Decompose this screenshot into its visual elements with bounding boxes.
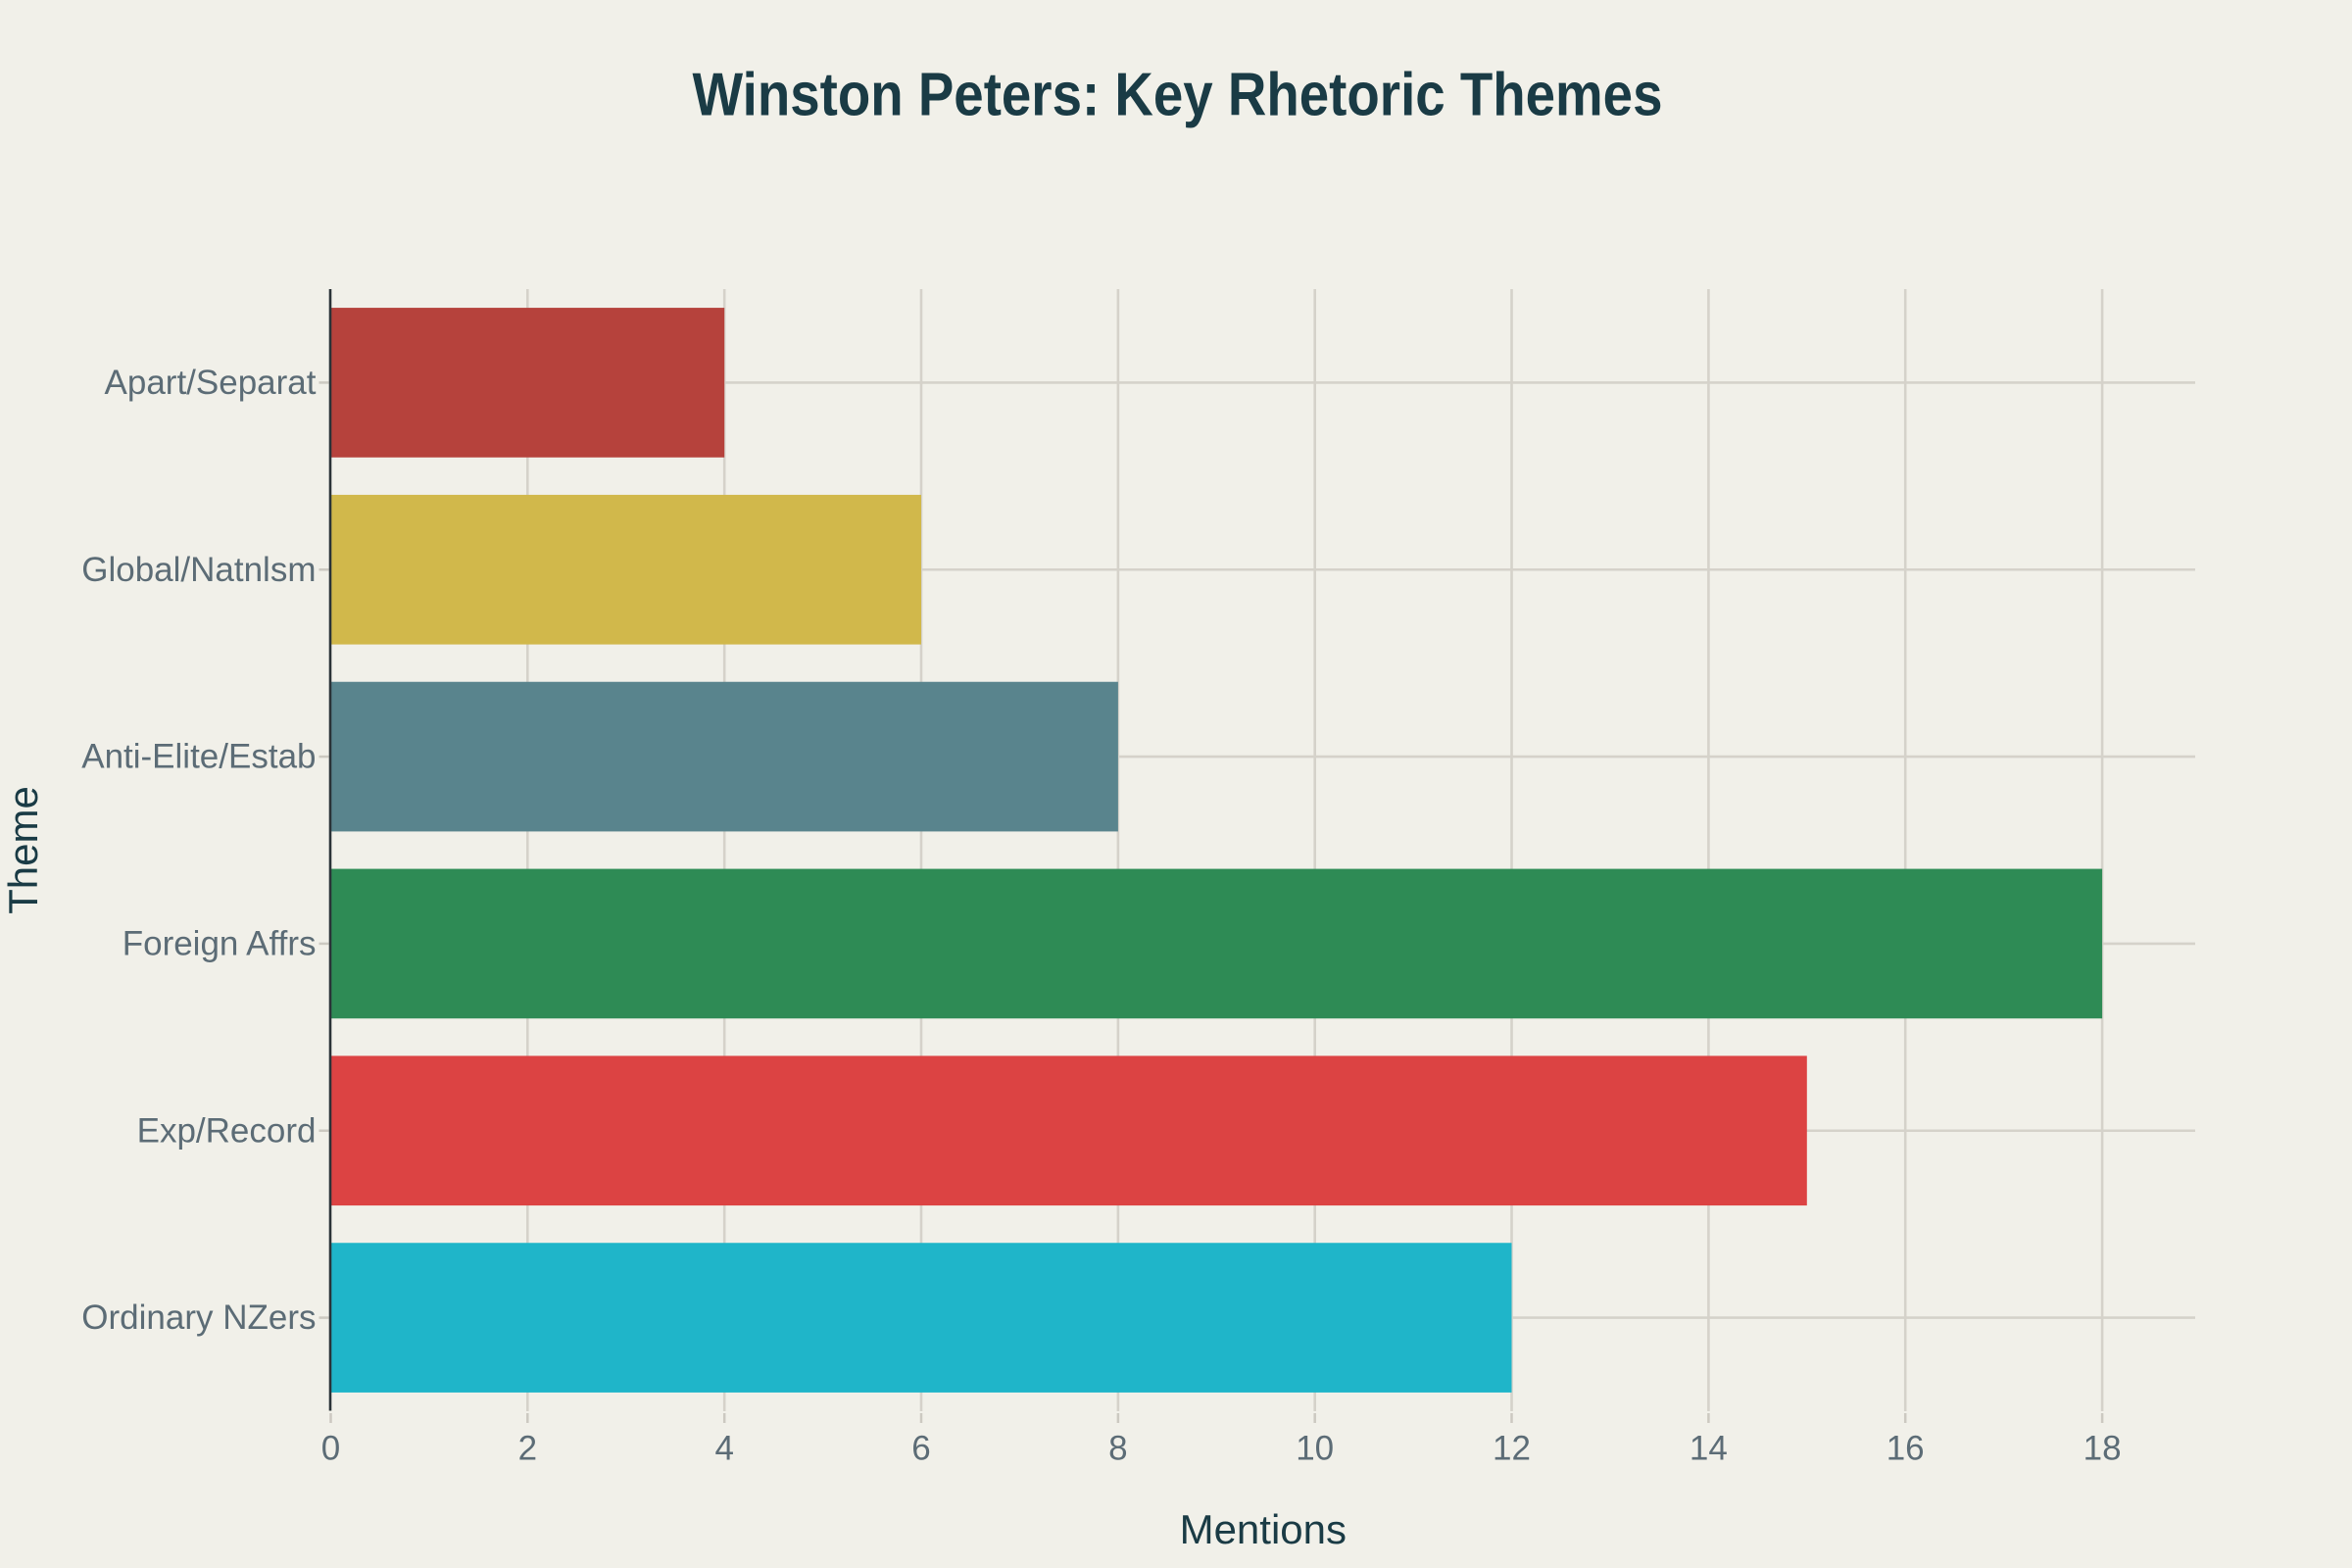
svg-text:10: 10 (1296, 1430, 1334, 1468)
svg-text:14: 14 (1690, 1430, 1728, 1468)
svg-text:18: 18 (2083, 1430, 2122, 1468)
svg-text:16: 16 (1886, 1430, 1925, 1468)
svg-text:Winston Peters: Key Rhetoric T: Winston Peters: Key Rhetoric Themes (693, 62, 1663, 129)
svg-text:Mentions: Mentions (1180, 1506, 1347, 1552)
svg-text:4: 4 (714, 1430, 733, 1468)
svg-text:6: 6 (911, 1430, 930, 1468)
svg-text:Theme: Theme (0, 786, 46, 914)
svg-text:2: 2 (518, 1430, 537, 1468)
svg-text:0: 0 (321, 1430, 340, 1468)
svg-text:Global/Natnlsm: Global/Natnlsm (81, 551, 316, 589)
svg-text:Exp/Record: Exp/Record (137, 1111, 317, 1150)
svg-text:Anti-Elite/Estab: Anti-Elite/Estab (81, 738, 316, 776)
svg-text:Foreign Affrs: Foreign Affrs (122, 924, 317, 962)
svg-text:8: 8 (1108, 1430, 1127, 1468)
svg-text:Ordinary NZers: Ordinary NZers (81, 1298, 316, 1337)
svg-text:12: 12 (1493, 1430, 1531, 1468)
svg-text:Apart/Separat: Apart/Separat (105, 364, 317, 402)
